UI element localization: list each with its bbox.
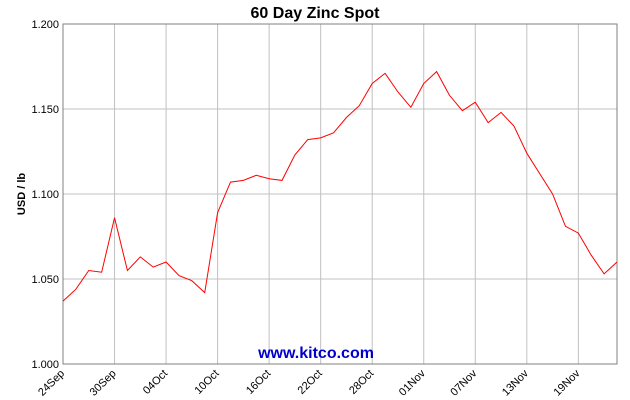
data-point (552, 193, 554, 195)
data-point (139, 256, 141, 258)
data-point (449, 94, 451, 96)
data-point (461, 110, 463, 112)
data-point (307, 139, 309, 141)
data-point (590, 254, 592, 256)
data-point (474, 101, 476, 103)
data-point (371, 83, 373, 85)
x-tick-label: 22Oct (296, 368, 325, 397)
data-point (513, 125, 515, 127)
x-tick-label: 16Oct (244, 368, 273, 397)
data-point (564, 225, 566, 227)
data-point (487, 122, 489, 124)
y-tick-label: 1.150 (31, 104, 59, 116)
x-axis-ticks: 24Sep 30Sep 04Oct 10Oct 16Oct 22Oct 28Oct 01Nov… (36, 367, 583, 398)
data-point (101, 271, 103, 273)
data-point (577, 232, 579, 234)
data-point (320, 137, 322, 139)
data-point (88, 270, 90, 272)
x-tick-label: 30Sep (88, 368, 119, 399)
y-tick-label: 1.050 (31, 274, 59, 286)
data-point (152, 266, 154, 268)
data-points (62, 71, 618, 303)
data-point (526, 152, 528, 154)
data-point (178, 275, 180, 277)
data-point (423, 83, 425, 85)
x-tick-label: 01Nov (397, 367, 428, 398)
data-point (436, 71, 438, 73)
zinc-price-line (62, 70, 618, 302)
y-axis-label: USD / lb (16, 173, 28, 215)
data-point (603, 273, 605, 275)
data-point (165, 261, 167, 263)
data-point (397, 91, 399, 93)
x-tick-label: 19Nov (552, 367, 583, 398)
data-point (384, 72, 386, 74)
data-point (229, 181, 231, 183)
data-point (500, 111, 502, 113)
data-point (333, 132, 335, 134)
y-tick-label: 1.100 (31, 189, 59, 201)
data-point (242, 179, 244, 181)
data-point (358, 105, 360, 107)
data-point (345, 117, 347, 119)
data-point (126, 270, 128, 272)
data-point (616, 261, 618, 263)
x-tick-label: 24Sep (36, 368, 67, 399)
plot-frame (62, 23, 618, 365)
x-tick-label: 13Nov (500, 367, 531, 398)
y-tick-label: 1.000 (31, 359, 59, 371)
data-point (294, 154, 296, 156)
data-point (75, 288, 77, 290)
y-tick-label: 1.200 (31, 19, 59, 31)
data-point (62, 300, 64, 302)
data-point (268, 178, 270, 180)
x-tick-label: 10Oct (192, 368, 221, 397)
x-tick-label: 07Nov (448, 367, 479, 398)
x-tick-label: 04Oct (141, 368, 170, 397)
data-point (539, 173, 541, 175)
chart-title: 60 Day Zinc Spot (251, 5, 381, 22)
data-point (255, 174, 257, 176)
data-point (217, 212, 219, 214)
watermark-link[interactable]: www.kitco.com (257, 345, 374, 362)
data-point (410, 106, 412, 108)
grid-lines (63, 23, 617, 365)
data-point (281, 179, 283, 181)
data-point (114, 217, 116, 219)
x-tick-label: 28Oct (347, 368, 376, 397)
data-point (204, 292, 206, 294)
y-axis-ticks: 1.000 1.050 1.100 1.150 1.200 (31, 19, 59, 371)
data-point (191, 280, 193, 282)
